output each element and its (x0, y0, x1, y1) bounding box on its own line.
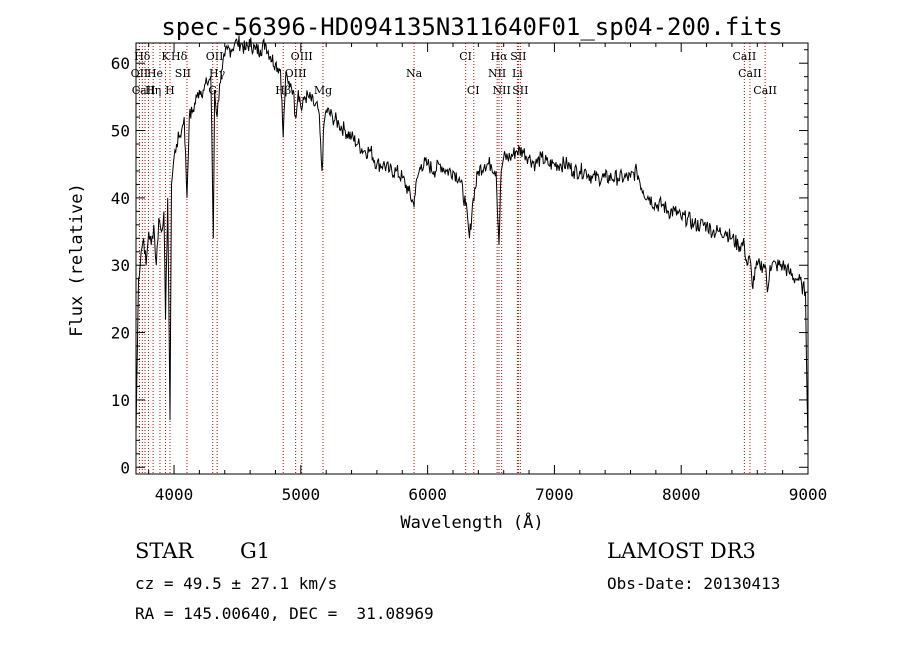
x-axis: 4000 5000 6000 7000 8000 9000 (148, 43, 828, 504)
spectral-line-label: Hα (490, 50, 508, 63)
spectral-line-label: G (208, 84, 217, 97)
spectral-line-label: OIII (285, 67, 307, 80)
x-axis-label: Wavelength (Å) (400, 511, 543, 533)
spectral-line-label: He (147, 67, 163, 80)
spectrum-line (135, 35, 809, 448)
y-tick-label: 30 (111, 256, 130, 275)
survey-name: LAMOST DR3 (607, 539, 756, 563)
x-tick-label: 9000 (789, 485, 828, 504)
y-tick-label: 50 (111, 122, 130, 141)
x-tick-label: 8000 (662, 485, 701, 504)
spectral-line-label: Na (406, 67, 423, 80)
spectral-line-label: Mg (314, 84, 332, 97)
plot-frame (135, 42, 809, 475)
spectral-line-label: Li (512, 67, 523, 80)
spectral-line-label: CI (459, 50, 472, 63)
spectral-line-label: Hδ (171, 50, 188, 63)
spectral-line-label: K (161, 50, 170, 63)
y-tick-label: 40 (111, 189, 130, 208)
spectral-line-label: Hγ (209, 67, 226, 80)
spectral-line-label: CaII (753, 84, 777, 97)
spectral-line-label: OII (131, 67, 149, 80)
redshift-readout: cz = 49.5 ± 27.1 km/s (135, 574, 338, 593)
y-axis: 0 10 20 30 40 50 60 (111, 49, 808, 477)
y-tick-label: 60 (111, 54, 130, 73)
y-tick-label: 0 (120, 458, 130, 477)
spectral-line-label: OII (206, 50, 224, 63)
spectral-line-label: SII (510, 50, 526, 63)
spectral-line-label: CaII (738, 67, 762, 80)
y-tick-label: 10 (111, 391, 130, 410)
spectral-line-label: OIII (291, 50, 313, 63)
spectral-line-label: Hδ (134, 50, 151, 63)
spectral-line-label: H (165, 84, 175, 97)
spectral-line-label: CaII (132, 84, 156, 97)
chart-title: spec-56396-HD094135N311640F01_sp04-200.f… (161, 13, 782, 41)
spectral-line-label: Hη (145, 84, 161, 97)
x-tick-label: 4000 (155, 485, 194, 504)
x-tick-label: 7000 (535, 485, 574, 504)
y-tick-label: 20 (111, 324, 130, 343)
spectral-line-label: NII (493, 84, 511, 97)
y-axis-label: Flux (relative) (67, 183, 87, 337)
spectral-line-label: CaII (733, 50, 757, 63)
spectral-line-label: Hβ (275, 84, 291, 97)
object-class: STAR (135, 539, 194, 563)
spectral-line-label: NII (488, 67, 506, 80)
coordinates: RA = 145.00640, DEC = 31.08969 (135, 604, 434, 623)
line-markers (138, 43, 766, 474)
spectral-line-label: CI (467, 84, 480, 97)
spectral-line-label: SII (175, 67, 191, 80)
obs-date: Obs-Date: 20130413 (607, 574, 781, 593)
object-subclass: G1 (240, 539, 271, 563)
spectral-line-label: SII (512, 84, 528, 97)
x-tick-label: 6000 (408, 485, 447, 504)
x-tick-label: 5000 (282, 485, 321, 504)
